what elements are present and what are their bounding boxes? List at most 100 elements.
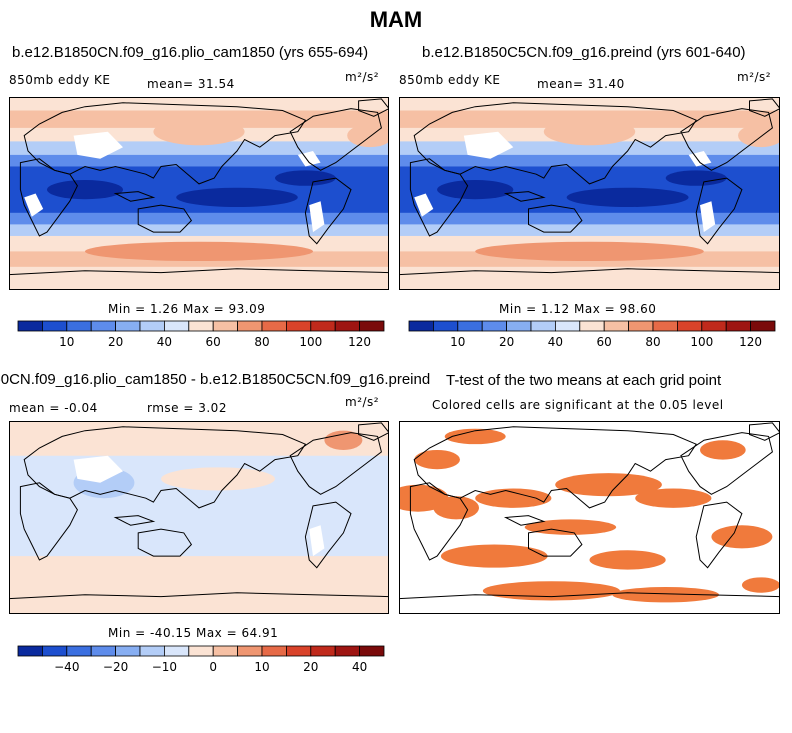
coastline-australia: [528, 528, 583, 557]
map-band-4: [399, 154, 780, 167]
colorbar-tick-label: 100: [690, 335, 713, 349]
colorbar-box-8: [603, 320, 629, 332]
colorbar-box-1: [41, 645, 68, 657]
colorbar-box-4: [506, 320, 532, 332]
map-missing-tibet: [463, 131, 514, 159]
colorbar-box-4: [115, 320, 141, 332]
colorbar-box-7: [188, 320, 214, 332]
map-missing-andes: [309, 201, 325, 233]
colorbar-box-5: [139, 320, 165, 332]
panel4-map: [399, 421, 780, 614]
colorbar-box-14: [359, 320, 385, 332]
map-band-0: [9, 97, 389, 112]
colorbar-box-5: [139, 645, 165, 657]
colorbar-tick-label: −40: [54, 660, 79, 674]
colorbar-tick-label: 10: [254, 660, 269, 674]
panel1-map: [9, 97, 389, 290]
significance-cell-5: [524, 519, 617, 535]
coastline-indonesia: [113, 191, 156, 202]
significance-cell-10: [699, 440, 746, 460]
map-band-6: [399, 212, 780, 225]
colorbar-tick-label: 40: [352, 660, 367, 674]
panel3-title: b.e12.B1850CN.f09_g16.plio_cam1850 - b.e…: [0, 371, 431, 388]
panel2-title: b.e12.B1850C5CN.f09_g16.preind (yrs 601-…: [422, 44, 746, 61]
coastline-australia: [528, 204, 583, 233]
significance-cell-14: [741, 577, 780, 593]
colorbar-tick-label: 40: [157, 335, 172, 349]
colorbar-box-10: [261, 320, 287, 332]
map-anomaly-pacific: [161, 467, 275, 491]
coastline-greenland: [358, 98, 389, 117]
colorbar-box-14: [750, 320, 776, 332]
colorbar-tick-label: 20: [108, 335, 123, 349]
panel3-rmse-label: rmse = 3.02: [147, 401, 227, 415]
coastline-eurasia: [413, 426, 697, 509]
panel1-title: b.e12.B1850CN.f09_g16.plio_cam1850 (yrs …: [12, 44, 369, 61]
colorbar-box-0: [408, 320, 434, 332]
map-band-10: [399, 266, 780, 290]
panel3-colorbar: −40 −20 −10 0 10 20 40: [17, 645, 385, 674]
colorbar-box-10: [652, 320, 678, 332]
colorbar-box-13: [334, 320, 361, 332]
colorbar-box-2: [66, 320, 92, 332]
panel3-stats: Min = -40.15 Max = 64.91: [108, 626, 279, 640]
panel3-units: m²/s²: [345, 395, 380, 409]
colorbar-box-12: [701, 320, 727, 332]
colorbar-box-12: [310, 645, 336, 657]
coastline-namerica: [289, 432, 382, 495]
colorbar-box-11: [676, 320, 703, 332]
colorbar-tick-label: −20: [103, 660, 128, 674]
significance-cell-12: [612, 586, 720, 603]
map-storm-track-pacific: [543, 118, 636, 146]
colorbar-box-13: [725, 320, 752, 332]
colorbar-tick-label: 60: [597, 335, 612, 349]
map-band-0: [399, 97, 780, 112]
panel1-stats: Min = 1.26 Max = 93.09: [108, 302, 266, 316]
colorbar-box-0: [17, 645, 43, 657]
colorbar-tick-label: 20: [303, 660, 318, 674]
map-core-east-pacific: [275, 170, 336, 186]
map-missing-africa: [414, 193, 434, 217]
map-missing-tibet: [73, 455, 123, 483]
panel1-colorbar: 10 20 40 60 80 100 120: [17, 320, 385, 349]
colorbar-box-6: [163, 645, 190, 657]
significance-cell-4: [635, 488, 712, 508]
colorbar-box-9: [628, 320, 654, 332]
colorbar-box-3: [90, 645, 116, 657]
map-missing-andes: [700, 201, 716, 233]
colorbar-box-11: [285, 645, 312, 657]
map-band-4: [9, 154, 389, 167]
coastline-africa: [409, 158, 469, 237]
coastline-australia: [137, 204, 193, 233]
coastline-eurasia: [23, 102, 307, 185]
map-storm-track-southern: [475, 241, 704, 262]
map-missing-andes: [309, 525, 325, 557]
map-core-east-pacific: [665, 170, 727, 186]
colorbar-box-7: [579, 320, 605, 332]
coastline-africa: [409, 482, 469, 561]
significance-cell-2: [475, 488, 552, 508]
map-storm-track-southern: [85, 241, 313, 262]
map-core-indian-ocean: [437, 179, 514, 200]
colorbar-box-8: [212, 320, 238, 332]
coastline-indonesia: [113, 515, 156, 526]
colorbar-tick-label: 120: [348, 335, 371, 349]
colorbar-box-1: [432, 320, 459, 332]
coastline-antarctica: [9, 592, 389, 614]
significance-cell-7: [589, 550, 666, 570]
colorbar-box-8: [212, 645, 238, 657]
colorbar-tick-label: 0: [209, 660, 217, 674]
panel4-title: T-test of the two means at each grid poi…: [446, 372, 722, 389]
coastline-greenland: [749, 98, 780, 117]
map-missing-tibet: [73, 131, 123, 159]
coastline-indonesia: [503, 191, 546, 202]
map-band-south: [9, 556, 389, 614]
colorbar-box-1: [41, 320, 68, 332]
colorbar-tick-label: −10: [152, 660, 177, 674]
map-anomaly-arctic: [324, 430, 363, 450]
significance-cell-8: [711, 525, 773, 549]
colorbar-box-3: [90, 320, 116, 332]
panel1-units: m²/s²: [345, 70, 380, 84]
colorbar-box-7: [188, 645, 214, 657]
panel3-map: [9, 421, 389, 614]
